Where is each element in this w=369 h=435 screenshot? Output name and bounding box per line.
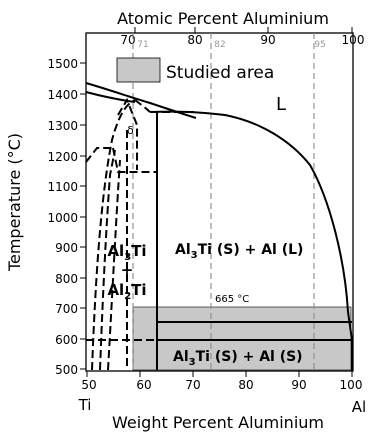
phase-label-liquid: L: [276, 94, 286, 115]
y-tick-1300: 1300: [47, 119, 78, 133]
x-tick-70: 70: [185, 378, 200, 392]
phase-label-delta: δ: [127, 124, 134, 137]
liquidus-line-2: [85, 91, 136, 103]
y-tick-900: 900: [55, 241, 78, 255]
y-axis-label: Temperature (°C): [5, 133, 24, 272]
dashed-delta-neck: [112, 147, 156, 173]
phase-label-al3ti-liquid: Al3Ti (S) + Al (L): [175, 242, 303, 261]
y-tick-1400: 1400: [47, 88, 78, 102]
element-ti-label: Ti: [78, 396, 92, 414]
al3ti-liquidus: [149, 110, 349, 313]
top-tick-100: 100: [342, 33, 365, 47]
legend-label: Studied area: [166, 63, 274, 83]
studied-area-region: [132, 306, 352, 371]
liquidus-line: [85, 82, 197, 119]
top-tick-95: 95: [314, 40, 325, 50]
phase-label-al3ti-solid: Al3Ti (S) + Al (S): [173, 349, 303, 368]
top-axis-label: Atomic Percent Aluminium: [117, 9, 329, 28]
top-tick-80: 80: [187, 33, 202, 47]
top-tick-70: 70: [120, 33, 135, 47]
y-tick-600: 600: [55, 333, 78, 347]
dashed-delta-left: [91, 99, 136, 371]
eutectic-annotation: 665 °C: [215, 294, 249, 305]
x-tick-80: 80: [238, 378, 253, 392]
y-tick-1100: 1100: [47, 180, 78, 194]
x-tick-90: 90: [291, 378, 306, 392]
x-tick-60: 60: [136, 378, 151, 392]
y-tick-500: 500: [55, 363, 78, 377]
phase-label-al2ti: Al2Ti: [107, 281, 146, 302]
top-tick-90: 90: [260, 33, 275, 47]
bottom-axis-label: Weight Percent Aluminium: [112, 413, 324, 432]
dashed-delta-inner: [99, 149, 116, 371]
y-tick-1200: 1200: [47, 150, 78, 164]
x-tick-100: 100: [340, 378, 363, 392]
dashed-delta-top: [117, 97, 138, 170]
legend-swatch: [116, 57, 161, 83]
x-tick-50: 50: [81, 378, 96, 392]
dashed-delta-right: [134, 99, 151, 113]
y-tick-1000: 1000: [47, 211, 78, 225]
phase-label-al3ti-left: Al3Ti: [107, 242, 146, 263]
dashed-1200: [85, 147, 113, 163]
top-tick-71: 71: [137, 40, 148, 50]
y-tick-800: 800: [55, 272, 78, 286]
element-al-label: Al: [352, 398, 366, 416]
y-tick-1500: 1500: [47, 57, 78, 71]
plot-frame: [85, 32, 354, 372]
phase-label-plus: +: [121, 261, 134, 279]
top-tick-82: 82: [214, 40, 225, 50]
solvus-right: [347, 311, 353, 371]
dashed-delta-inner2: [107, 159, 121, 371]
y-tick-700: 700: [55, 302, 78, 316]
